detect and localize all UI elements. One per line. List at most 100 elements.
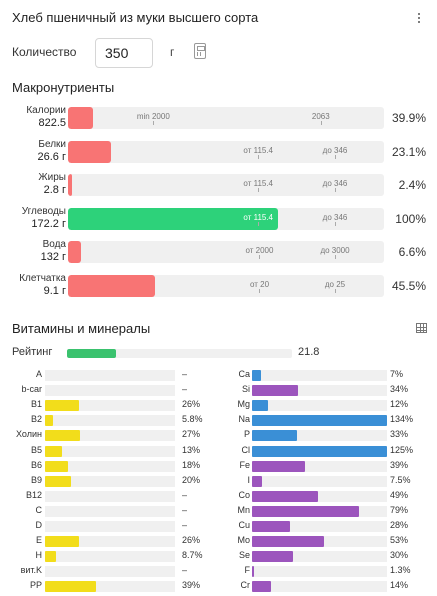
vitamin-fill [45, 581, 96, 593]
mineral-fill [252, 400, 269, 412]
table-grid-icon[interactable] [416, 323, 427, 333]
kebab-menu-icon[interactable] [412, 8, 426, 28]
vitamin-percent: 39% [182, 580, 201, 591]
mineral-track [252, 430, 387, 442]
mineral-percent: 7% [390, 369, 404, 379]
macro-value: 822.5 [38, 117, 66, 129]
vitamin-row: PP 39% [0, 580, 437, 593]
vitamin-track [45, 370, 175, 381]
vitamin-track [45, 581, 175, 593]
mineral-fill [252, 551, 293, 563]
rating-label: Рейтинг [12, 346, 53, 358]
mineral-track [252, 521, 387, 532]
mineral-name: Ca [238, 369, 250, 379]
macro-name: Углеводы [21, 205, 66, 217]
macro-tick [258, 188, 260, 192]
mineral-row: Cr 14% [0, 580, 437, 593]
vitamin-fill [45, 445, 62, 457]
mineral-percent: 12% [390, 399, 409, 410]
mineral-row: Ca 7% [0, 369, 437, 381]
vitamin-name: b-car [21, 384, 42, 395]
mineral-row: Se 30% [0, 550, 437, 563]
macro-tick [335, 188, 337, 192]
mineral-fill [252, 536, 324, 548]
vitamin-percent: – [182, 504, 188, 515]
vitamin-name: H [35, 550, 43, 561]
quantity-label: Количество [12, 45, 77, 59]
mineral-percent: 134% [390, 414, 414, 425]
vitamin-percent: 26% [182, 399, 201, 410]
vitamin-track [45, 385, 175, 397]
macro-fill [68, 207, 278, 230]
macro-percent: 100% [395, 211, 426, 226]
calculator-icon[interactable] [194, 43, 206, 59]
mineral-track [252, 460, 387, 472]
macro-percent: 6.6% [398, 245, 426, 259]
vitamin-row: B1 26% [0, 399, 437, 412]
mineral-row: Si 34% [0, 384, 437, 397]
macro-marker: от 2000 [245, 246, 274, 255]
macro-track: от 20 до 25 [68, 274, 384, 297]
quantity-row: Количество г [12, 38, 426, 68]
mineral-name: Mo [237, 535, 250, 546]
macro-row: Клетчатка 9.1 г от 20 до 25 45.5% [12, 273, 426, 299]
mineral-name: Co [238, 489, 250, 500]
vitamin-percent: 13% [182, 444, 201, 455]
mineral-percent: 7.5% [390, 474, 411, 485]
vitamin-track [45, 536, 175, 548]
macro-fill [68, 274, 155, 297]
vitamin-name: B1 [30, 399, 42, 410]
mineral-track [252, 415, 387, 427]
mineral-track [252, 581, 387, 593]
vitamin-percent: – [182, 489, 188, 500]
mineral-percent: 28% [390, 520, 409, 530]
macro-tick [335, 154, 337, 159]
vitamin-percent: 5.8% [182, 414, 203, 425]
vitamin-track [45, 521, 175, 532]
macro-marker: от 115.4 [243, 145, 274, 155]
vitamin-row: A – [0, 369, 437, 381]
mineral-name: Si [241, 384, 250, 395]
mineral-percent: 14% [390, 580, 409, 591]
macro-track: от 115.4 до 346 [68, 140, 384, 163]
vitamin-name: D [35, 520, 43, 530]
quantity-input[interactable] [95, 38, 153, 68]
vitamin-row: E 26% [0, 535, 437, 548]
vitamin-fill [45, 400, 79, 412]
vitamin-row: B6 18% [0, 460, 437, 472]
vitamin-track [45, 400, 175, 412]
macro-marker: до 3000 [320, 246, 350, 255]
mineral-row: I 7.5% [0, 475, 437, 487]
mineral-row: Na 134% [0, 414, 437, 427]
macro-marker: от 115.4 [243, 179, 274, 188]
macro-fill [68, 174, 73, 196]
macro-label: Белки 26.6 г [12, 139, 66, 163]
mineral-name: Mg [237, 399, 250, 410]
mineral-fill [252, 430, 297, 442]
vitamin-percent: 8.7% [182, 550, 203, 561]
vitamin-fill [45, 460, 69, 472]
mineral-track [252, 370, 387, 381]
mineral-track [252, 505, 387, 517]
vitamin-row: b-car – [0, 384, 437, 397]
macro-label: Калории 822.5 [12, 105, 66, 129]
macro-value: 172.2 г [31, 217, 66, 230]
mineral-name: I [247, 474, 250, 485]
mineral-fill [252, 460, 305, 472]
mineral-fill [252, 566, 254, 578]
vitamin-track [45, 566, 175, 578]
macro-percent: 23.1% [391, 144, 426, 159]
mineral-row: Mn 79% [0, 505, 437, 517]
mineral-row: Co 49% [0, 490, 437, 502]
macro-row: Калории 822.5 min 2000 2063 39.9% [12, 105, 426, 131]
mineral-track [252, 490, 387, 502]
macro-tick [258, 221, 260, 226]
macro-marker: 2063 [311, 112, 330, 121]
macro-marker: min 2000 [136, 112, 170, 121]
vitamin-percent: – [182, 520, 188, 530]
vitamin-row: Холин 27% [0, 429, 437, 442]
macro-marker: до 346 [322, 145, 348, 155]
mineral-track [252, 551, 387, 563]
vitamin-row: B9 20% [0, 475, 437, 487]
mineral-percent: 1.3% [390, 565, 411, 576]
